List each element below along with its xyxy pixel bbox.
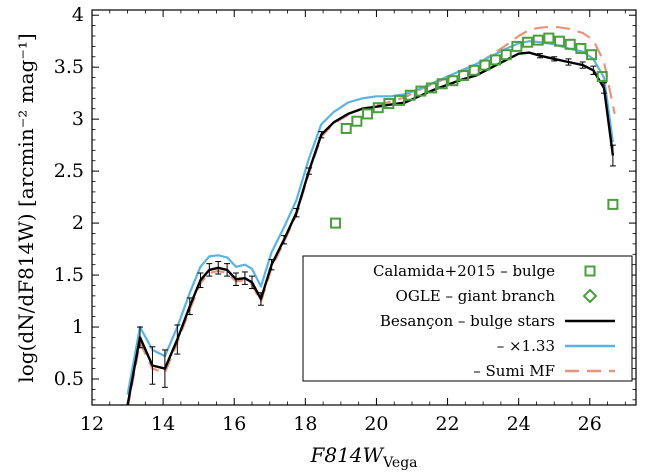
- calamida-point: [415, 85, 427, 97]
- calamida-point: [586, 49, 598, 61]
- calamida-point: [479, 59, 491, 71]
- legend-label: – ×1.33: [497, 337, 555, 355]
- y-tick-label: 4: [72, 4, 84, 26]
- series-line-2: [126, 51, 615, 405]
- legend-items: Calamida+2015 – bulge OGLE – giant branch…: [373, 262, 615, 380]
- calamida-point: [607, 198, 619, 210]
- y-tick-label: 3: [72, 108, 84, 130]
- x-axis-label-main: F814W: [309, 443, 384, 467]
- calamida-point: [554, 35, 566, 47]
- y-tick-label: 1: [72, 316, 84, 338]
- legend-label: Besançon – bulge stars: [380, 312, 555, 330]
- y-axis-label: log(dN/dF814W) [arcmin⁻² mag⁻¹]: [14, 33, 38, 382]
- calamida-point: [383, 98, 395, 110]
- legend-box: [302, 255, 633, 382]
- x-tick-label: 16: [222, 413, 246, 435]
- x-tick-label: 20: [364, 413, 388, 435]
- y-tick-label: 1.5: [54, 264, 84, 286]
- calamida-point: [447, 75, 459, 87]
- calamida-point: [564, 38, 576, 50]
- calamida-point: [404, 89, 416, 101]
- calamida-point: [522, 36, 534, 48]
- calamida-point: [500, 49, 512, 61]
- y-tick-label: 0.5: [54, 368, 84, 390]
- calamida-point: [394, 94, 406, 106]
- calamida-point: [458, 69, 470, 81]
- calamida-point: [351, 115, 363, 127]
- x-tick-label: 12: [80, 413, 104, 435]
- calamida-point: [490, 54, 502, 66]
- calamida-point: [575, 42, 587, 54]
- plot-layer: [126, 25, 630, 405]
- calamida-point: [362, 108, 374, 120]
- calamida-point: [372, 102, 384, 114]
- legend-label: Calamida+2015 – bulge: [373, 262, 555, 280]
- calamida-point: [511, 40, 523, 52]
- calamida-point: [426, 82, 438, 94]
- x-tick-label: 14: [151, 413, 175, 435]
- axis-ticks: 12 14 16 18 20 22 24 26 0.5 1 1.5 2 2.5 3 3.5 4: [54, 4, 636, 435]
- x-tick-label: 22: [435, 413, 459, 435]
- legend-diamond-marker: [582, 288, 598, 304]
- calamida-point: [596, 71, 608, 83]
- x-axis-label: F814WVega: [309, 443, 417, 471]
- calamida-point: [340, 123, 352, 134]
- legend-label: – Sumi MF: [473, 362, 555, 380]
- legend-label: OGLE – giant branch: [396, 287, 556, 305]
- x-tick-label: 26: [578, 413, 602, 435]
- calamida-point: [330, 217, 342, 229]
- calamida-point: [543, 32, 555, 44]
- plot-frame: [91, 9, 637, 406]
- x-axis-label-subscript: Vega: [382, 455, 417, 471]
- legend: Calamida+2015 – bulge OGLE – giant branch…: [302, 255, 633, 382]
- calamida-point: [436, 78, 448, 90]
- y-tick-label: 3.5: [54, 56, 84, 78]
- x-tick-label: 24: [507, 413, 531, 435]
- calamida-point: [468, 64, 480, 76]
- legend-square-marker: [584, 265, 596, 277]
- y-tick-label: 2: [72, 212, 84, 234]
- x-tick-label: 18: [293, 413, 317, 435]
- y-tick-label: 2.5: [54, 160, 84, 182]
- calamida-point: [532, 34, 544, 46]
